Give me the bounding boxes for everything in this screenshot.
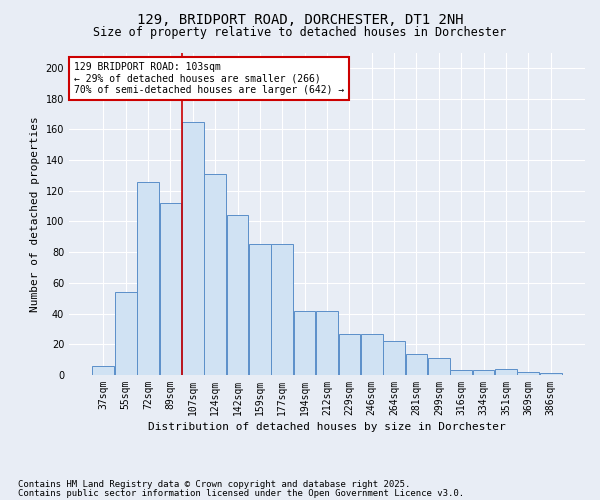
Bar (383, 341, 405, 375)
Bar (428, 358, 449, 375)
Bar (540, 374, 562, 375)
Text: Contains HM Land Registry data © Crown copyright and database right 2025.: Contains HM Land Registry data © Crown c… (18, 480, 410, 489)
X-axis label: Distribution of detached houses by size in Dorchester: Distribution of detached houses by size … (148, 422, 506, 432)
Bar (294, 310, 316, 375)
Bar (92, 366, 114, 375)
Bar (316, 310, 338, 375)
Bar (361, 334, 383, 375)
Bar (115, 292, 137, 375)
Bar (451, 370, 472, 375)
Text: 129 BRIDPORT ROAD: 103sqm
← 29% of detached houses are smaller (266)
70% of semi: 129 BRIDPORT ROAD: 103sqm ← 29% of detac… (74, 62, 344, 96)
Bar (517, 372, 539, 375)
Bar (205, 174, 226, 375)
Bar (182, 122, 203, 375)
Y-axis label: Number of detached properties: Number of detached properties (30, 116, 40, 312)
Text: Contains public sector information licensed under the Open Government Licence v3: Contains public sector information licen… (18, 488, 464, 498)
Bar (271, 244, 293, 375)
Bar (406, 354, 427, 375)
Bar (249, 244, 271, 375)
Bar (338, 334, 360, 375)
Bar (160, 203, 181, 375)
Text: 129, BRIDPORT ROAD, DORCHESTER, DT1 2NH: 129, BRIDPORT ROAD, DORCHESTER, DT1 2NH (137, 12, 463, 26)
Bar (137, 182, 159, 375)
Bar (227, 216, 248, 375)
Bar (495, 369, 517, 375)
Bar (473, 370, 494, 375)
Text: Size of property relative to detached houses in Dorchester: Size of property relative to detached ho… (94, 26, 506, 39)
